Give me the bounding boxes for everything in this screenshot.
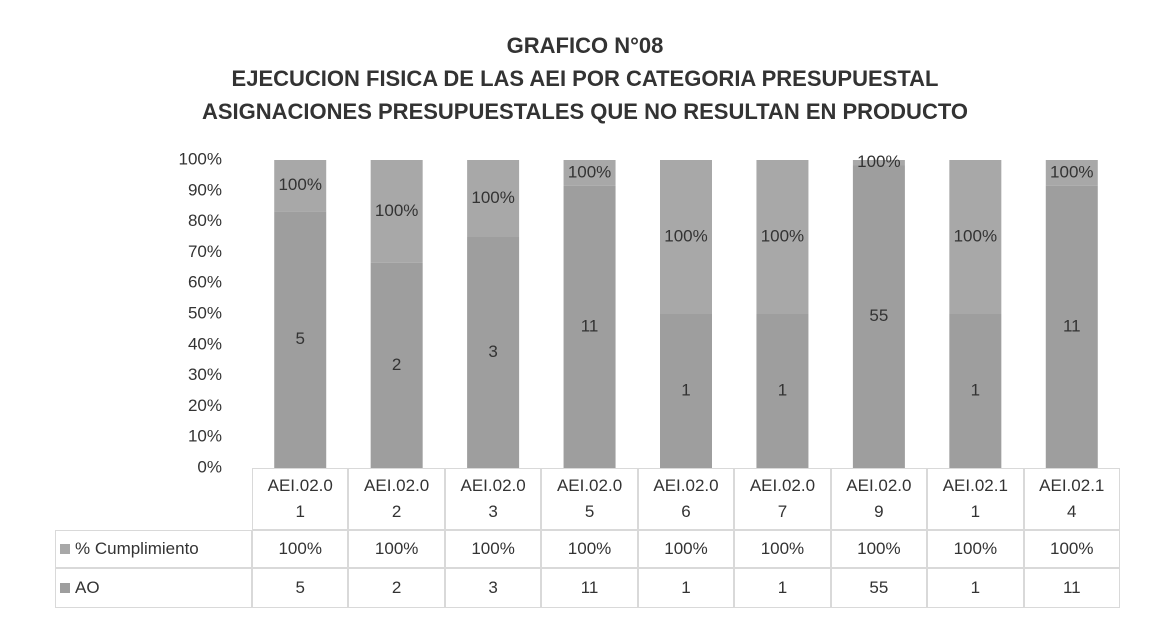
table-value: 5	[252, 568, 349, 608]
x-tick-label-cell: AEI.02.02	[348, 468, 445, 530]
x-tick-label: AEI.02.05	[556, 476, 623, 521]
data-label: 3	[488, 342, 497, 361]
legend-cell: AO	[55, 568, 252, 608]
table-value: 1	[734, 568, 831, 608]
data-label: 55	[869, 306, 888, 325]
data-label: 5	[295, 329, 304, 348]
bar-segment	[274, 211, 327, 469]
table-value: 1	[927, 568, 1024, 608]
bar-segment	[274, 160, 327, 212]
x-tick-label-cell: AEI.02.05	[541, 468, 638, 530]
x-tick-label: AEI.02.07	[749, 476, 816, 521]
y-tick-label: 0%	[197, 457, 222, 476]
bar-segment	[756, 160, 809, 314]
data-label: 100%	[761, 226, 804, 245]
data-label: 100%	[1050, 162, 1093, 181]
x-tick-label-cell: AEI.02.06	[637, 468, 735, 530]
bar-segment	[852, 160, 905, 166]
x-tick-label-cell: AEI.02.07	[734, 468, 831, 530]
x-tick-label: AEI.02.09	[846, 476, 912, 521]
x-tick-label-cell: AEI.02.03	[444, 468, 542, 530]
x-tick-label: AEI.02.06	[653, 476, 719, 521]
bar-segment	[563, 185, 616, 468]
table-value: 100%	[348, 530, 445, 568]
table-value: 100%	[541, 530, 638, 568]
data-label: 100%	[857, 152, 900, 171]
y-tick-label: 70%	[188, 242, 222, 261]
data-label: 100%	[375, 201, 418, 220]
x-tick-label: AEI.02.14	[1039, 476, 1105, 521]
x-tick-label-cell: AEI.02.11	[927, 468, 1024, 530]
data-label: 1	[681, 380, 690, 399]
bar-segment	[467, 160, 520, 237]
table-value: 55	[830, 568, 928, 608]
data-label: 1	[778, 380, 787, 399]
table-value: 100%	[1023, 530, 1120, 568]
bar-segment	[949, 314, 1002, 468]
chart-title: GRAFICO N°08	[507, 33, 664, 58]
table-value: 100%	[830, 530, 928, 568]
data-label: 100%	[471, 188, 514, 207]
data-label: 100%	[954, 226, 997, 245]
bar-segment	[756, 314, 809, 468]
x-tick-label: AEI.02.01	[267, 476, 333, 521]
bar-segment	[1045, 185, 1098, 468]
x-tick-label: AEI.02.11	[942, 476, 1008, 521]
bar-segment	[660, 160, 712, 314]
y-tick-label: 40%	[188, 334, 222, 353]
table-value: 100%	[637, 530, 735, 568]
table-value: 2	[348, 568, 445, 608]
y-tick-label: 90%	[188, 180, 222, 199]
x-tick-label-cell: AEI.02.09	[830, 468, 928, 530]
legend-swatch	[60, 544, 70, 554]
y-tick-label: 50%	[188, 303, 222, 322]
bar-segment	[370, 160, 423, 263]
table-value: 11	[541, 568, 638, 608]
y-tick-label: 60%	[188, 273, 222, 292]
x-tick-label: AEI.02.03	[460, 476, 526, 521]
data-label: 100%	[278, 175, 321, 194]
y-tick-label: 20%	[188, 396, 222, 415]
table-value: 3	[444, 568, 542, 608]
legend-cell: % Cumplimiento	[55, 530, 252, 568]
x-tick-label-cell: AEI.02.14	[1023, 468, 1120, 530]
y-tick-label: 80%	[188, 211, 222, 230]
bar-segment	[949, 160, 1002, 314]
data-label: 100%	[664, 226, 707, 245]
y-tick-label: 100%	[179, 149, 222, 168]
x-tick-label-cell: AEI.02.01	[252, 468, 349, 530]
table-value: 100%	[927, 530, 1024, 568]
bar-segment	[1045, 160, 1098, 186]
data-label: 100%	[568, 162, 611, 181]
table-value: 100%	[252, 530, 349, 568]
table-value: 100%	[444, 530, 542, 568]
x-tick-label: AEI.02.02	[364, 476, 430, 521]
table-value: 100%	[734, 530, 831, 568]
legend-label: % Cumplimiento	[75, 539, 199, 558]
bar-segment	[467, 237, 520, 468]
chart-subtitle: ASIGNACIONES PRESUPUESTALES QUE NO RESUL…	[202, 99, 968, 124]
bar-segment	[852, 165, 905, 468]
legend-label: AO	[75, 578, 100, 597]
data-label: 1	[971, 380, 980, 399]
table-value: 11	[1023, 568, 1120, 608]
bar-segment	[370, 262, 423, 468]
data-label: 2	[392, 355, 401, 374]
data-label: 11	[581, 316, 599, 335]
legend-swatch	[60, 583, 70, 593]
bar-segment	[660, 314, 712, 468]
table-value: 1	[637, 568, 735, 608]
y-tick-label: 10%	[188, 427, 222, 446]
bar-segment	[563, 160, 616, 186]
data-label: 11	[1063, 316, 1081, 335]
chart-subtitle: EJECUCION FISICA DE LAS AEI POR CATEGORI…	[232, 66, 939, 91]
y-tick-label: 30%	[188, 365, 222, 384]
